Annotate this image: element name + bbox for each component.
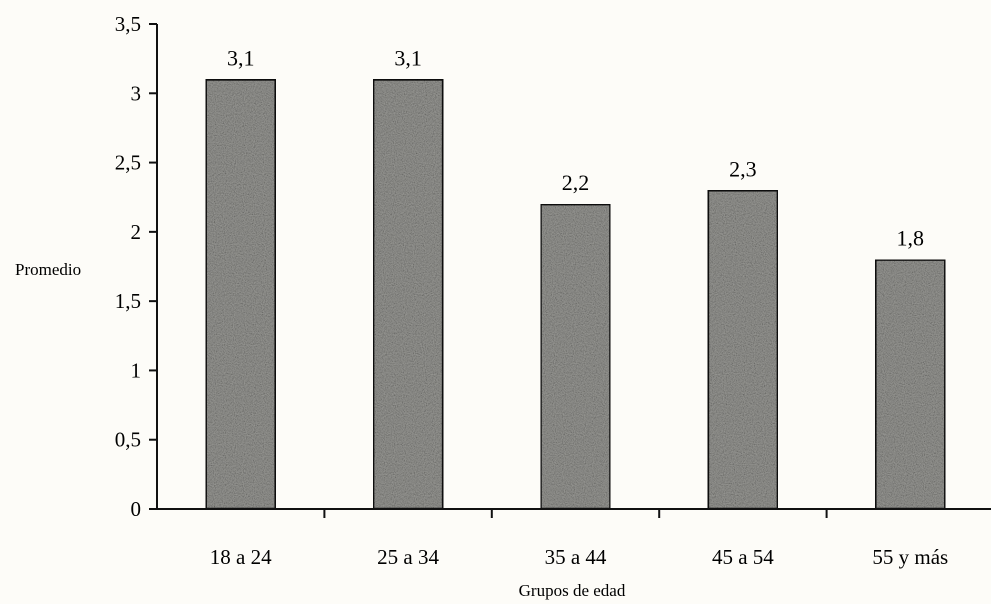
bar-0 bbox=[204, 78, 277, 511]
y-tick-label-1: 0,5 bbox=[115, 428, 141, 452]
x-tick-label-0: 18 a 24 bbox=[210, 545, 272, 569]
data-label-2: 2,2 bbox=[562, 170, 590, 195]
x-tick-label-1: 25 a 34 bbox=[377, 545, 439, 569]
y-tick-label-5: 2,5 bbox=[115, 151, 141, 175]
x-tick-label-4: 55 y más bbox=[872, 545, 948, 569]
y-tick-label-4: 2 bbox=[131, 220, 142, 244]
y-tick-label-6: 3 bbox=[131, 81, 142, 105]
x-tick-label-3: 45 a 54 bbox=[712, 545, 774, 569]
y-tick-label-3: 1,5 bbox=[115, 289, 141, 313]
y-tick-label-7: 3,5 bbox=[115, 12, 141, 36]
y-tick-label-0: 0 bbox=[131, 497, 142, 521]
bar-4 bbox=[874, 258, 947, 511]
data-label-3: 2,3 bbox=[729, 156, 757, 181]
bar-1 bbox=[371, 78, 445, 511]
data-label-1: 3,1 bbox=[394, 45, 422, 70]
data-label-0: 3,1 bbox=[227, 45, 255, 70]
x-axis-title: Grupos de edad bbox=[519, 581, 626, 600]
bar-2 bbox=[539, 202, 612, 511]
y-tick-label-2: 1 bbox=[131, 358, 142, 382]
bar-3 bbox=[706, 189, 780, 511]
data-label-4: 1,8 bbox=[897, 226, 925, 251]
y-axis-title: Promedio bbox=[15, 260, 81, 279]
x-tick-label-2: 35 a 44 bbox=[545, 545, 607, 569]
